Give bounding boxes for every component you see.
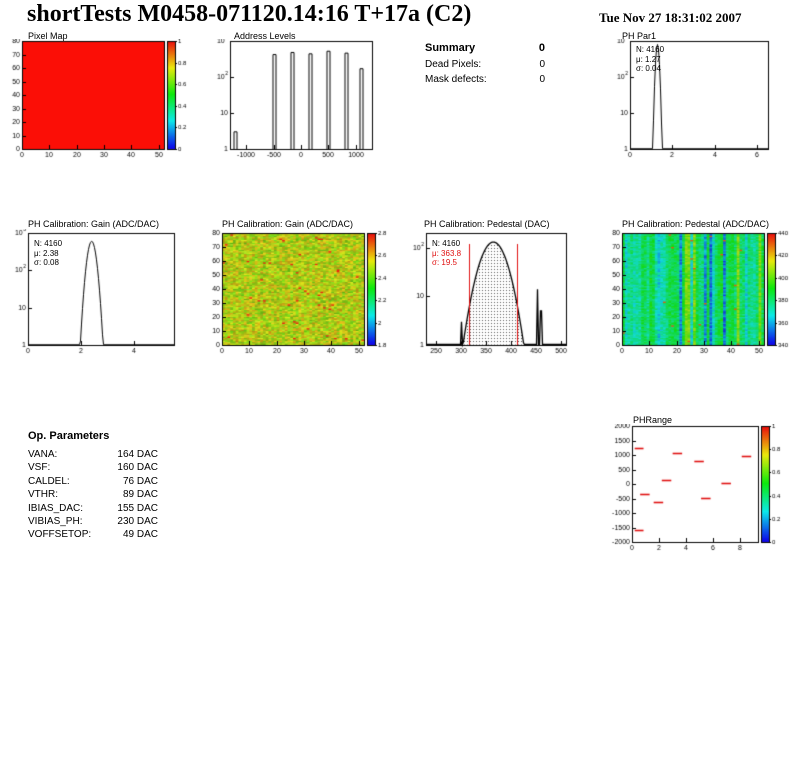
gain-map-canvas <box>200 229 396 359</box>
stat-sigma: σ: 0.08 <box>34 258 59 267</box>
dead-pixels-label: Dead Pixels: <box>425 59 482 70</box>
address-levels-plot: Address Levels <box>206 31 382 171</box>
param-label: VOFFSETOP: <box>28 529 92 541</box>
op-parameters-title: Op. Parameters <box>28 430 110 442</box>
param-value: 76 DAC <box>122 475 158 487</box>
ph-par1-canvas <box>608 39 776 163</box>
param-label: VTHR: <box>28 489 58 501</box>
pixel-map-plot: Pixel Map <box>2 31 198 171</box>
summary-header: Summary 0 <box>425 42 545 54</box>
param-row-voffsetop: VOFFSETOP: 49 DAC <box>28 529 158 542</box>
param-value: 160 DAC <box>117 462 158 474</box>
param-label: IBIAS_DAC: <box>28 502 84 514</box>
pedestal-hist-stats: N: 4160 μ: 363.8 σ: 19.5 <box>432 239 461 268</box>
gain-map-plot: PH Calibration: Gain (ADC/DAC) <box>200 219 400 365</box>
param-row-ibias-dac: IBIAS_DAC: 155 DAC <box>28 503 158 516</box>
stat-n: N: 4160 <box>34 239 63 248</box>
param-value: 49 DAC <box>122 529 158 541</box>
stat-mu: μ: 363.8 <box>432 248 462 258</box>
ph-range-plot: PHRange <box>604 415 796 565</box>
gain-hist-canvas <box>2 229 180 359</box>
ph-par1-title: PH Par1 <box>622 31 657 41</box>
gain-hist-title: PH Calibration: Gain (ADC/DAC) <box>28 219 160 229</box>
param-value: 164 DAC <box>117 449 158 460</box>
stat-n: N: 4160 <box>636 45 665 54</box>
param-row-vthr: VTHR: 89 DAC <box>28 489 158 502</box>
pedestal-hist-title: PH Calibration: Pedestal (DAC) <box>424 219 550 229</box>
pixel-map-canvas <box>2 39 194 163</box>
address-levels-canvas <box>206 39 378 163</box>
param-label: VANA: <box>28 449 58 460</box>
stat-sigma: σ: 0.04 <box>636 64 661 73</box>
gain-hist-stats: N: 4160 μ: 2.38 σ: 0.08 <box>34 239 62 268</box>
pedestal-hist-plot: PH Calibration: Pedestal (DAC) N: 4160 μ… <box>400 219 580 365</box>
pedestal-map-canvas <box>598 229 796 359</box>
address-levels-title: Address Levels <box>234 31 296 41</box>
stat-mu: μ: 1.27 <box>636 54 661 64</box>
param-row-vana: VANA: 164 DAC <box>28 449 158 462</box>
stat-mu: μ: 2.38 <box>34 248 59 258</box>
param-label: VIBIAS_PH: <box>28 515 83 527</box>
stat-sigma: σ: 19.5 <box>432 258 457 267</box>
ph-range-canvas <box>604 424 790 556</box>
op-parameters-panel: Op. Parameters VANA: 164 DAC VSF: 160 DA… <box>28 430 158 543</box>
stat-n: N: 4160 <box>432 239 461 248</box>
mask-defects-label: Mask defects: <box>425 74 487 85</box>
dead-pixels-row: Dead Pixels: 0 <box>425 59 545 70</box>
param-row-vibias-ph: VIBIAS_PH: 230 DAC <box>28 516 158 529</box>
summary-panel: Summary 0 Dead Pixels: 0 Mask defects: 0 <box>425 42 545 89</box>
pixel-map-title: Pixel Map <box>28 31 68 41</box>
param-label: CALDEL: <box>28 475 70 487</box>
pedestal-map-title: PH Calibration: Pedestal (ADC/DAC) <box>622 219 770 229</box>
page-title: shortTests M0458-071120.14:16 T+17a (C2) <box>27 1 472 27</box>
gain-map-title: PH Calibration: Gain (ADC/DAC) <box>222 219 354 229</box>
param-label: VSF: <box>28 462 51 474</box>
param-row-vsf: VSF: 160 DAC <box>28 462 158 475</box>
timestamp: Tue Nov 27 18:31:02 2007 <box>599 10 742 25</box>
pedestal-map-plot: PH Calibration: Pedestal (ADC/DAC) <box>598 219 796 365</box>
ph-par1-stats: N: 4160 μ: 1.27 σ: 0.04 <box>636 45 664 74</box>
param-value: 155 DAC <box>117 502 158 514</box>
dead-pixels-value: 0 <box>539 59 545 70</box>
ph-range-title: PHRange <box>633 415 673 425</box>
ph-par1-plot: PH Par1 N: 4160 μ: 1.27 σ: 0.04 <box>608 31 788 171</box>
gain-hist-plot: PH Calibration: Gain (ADC/DAC) N: 4160 μ… <box>2 219 184 365</box>
pedestal-hist-canvas <box>400 229 576 359</box>
param-value: 230 DAC <box>117 515 158 527</box>
param-row-caldel: CALDEL: 76 DAC <box>28 476 158 489</box>
mask-defects-row: Mask defects: 0 <box>425 74 545 85</box>
param-value: 89 DAC <box>122 489 158 501</box>
mask-defects-value: 0 <box>539 74 545 85</box>
summary-label: Summary <box>425 42 476 54</box>
summary-value: 0 <box>538 42 545 54</box>
